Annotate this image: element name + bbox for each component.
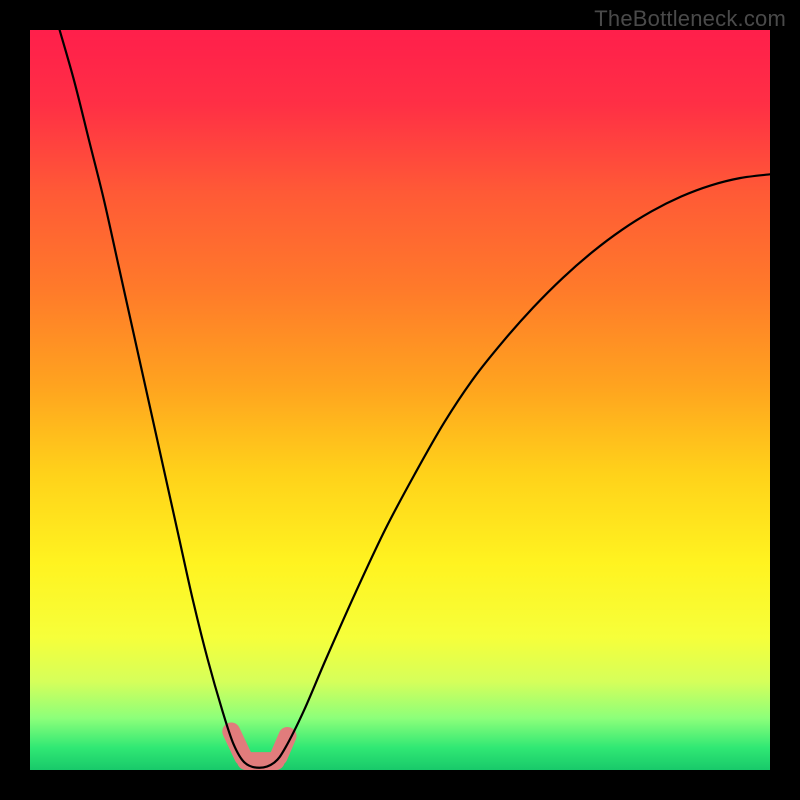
gradient-background <box>30 30 770 770</box>
plot-svg <box>30 30 770 770</box>
chart-frame: TheBottleneck.com <box>0 0 800 800</box>
plot-area <box>30 30 770 770</box>
watermark-text: TheBottleneck.com <box>594 6 786 32</box>
